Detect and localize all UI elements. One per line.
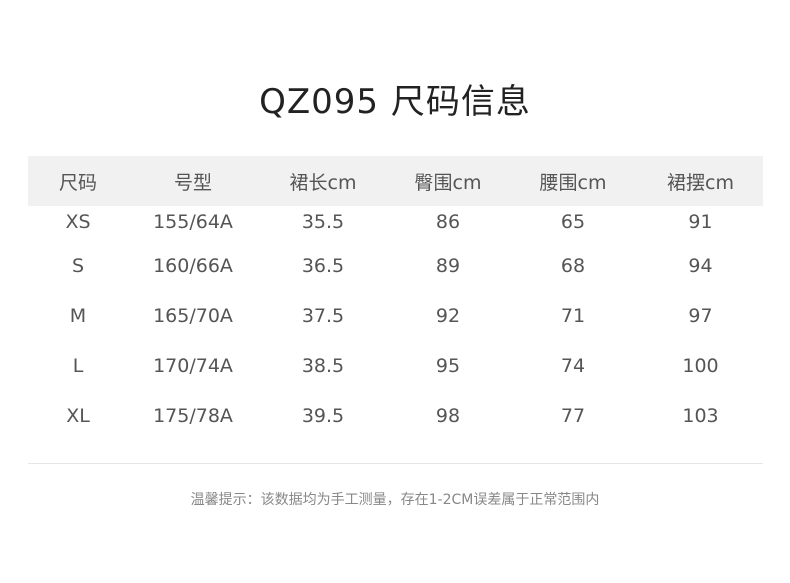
table-row: XL 175/78A 39.5 98 77 103: [28, 404, 763, 428]
table-row: XS 155/64A 35.5 86 65 91: [28, 210, 763, 234]
measurement-note: 温馨提示：该数据均为手工测量，存在1-2CM误差属于正常范围内: [190, 492, 600, 508]
table-cell: 170/74A: [153, 355, 233, 377]
table-cell: 37.5: [301, 305, 345, 327]
table-cell: 160/66A: [153, 255, 233, 277]
table-header: 尺码 号型 裙长cm 臀围cm 腰围cm 裙摆cm: [28, 156, 763, 206]
table-cell: 71: [560, 305, 586, 327]
table-cell: 155/64A: [153, 211, 233, 233]
table-cell: 97: [688, 305, 713, 327]
table-cell: 39.5: [301, 405, 345, 427]
table-cell: XL: [66, 405, 90, 427]
table-cell: 74: [560, 355, 586, 377]
table-cell: 65: [560, 211, 586, 233]
table-cell: XS: [65, 211, 91, 233]
table-cell: 98: [435, 405, 461, 427]
table-cell: 35.5: [301, 211, 345, 233]
header-cell: 号型: [173, 171, 212, 194]
header-cell: 腰围cm: [539, 171, 607, 194]
header-cell: 裙长cm: [289, 171, 357, 194]
table-cell: 77: [560, 405, 586, 427]
size-table: 尺码 号型 裙长cm 臀围cm 腰围cm 裙摆cm XS 155/64A 35.5 8…: [28, 156, 763, 427]
table-row: L 170/74A 38.5 95 74 100: [28, 354, 763, 378]
header-cell: 裙摆cm: [667, 171, 734, 194]
header-cell: 尺码: [58, 171, 97, 194]
table-cell: 38.5: [301, 355, 345, 377]
table-cell: 165/70A: [153, 305, 233, 327]
table-row: M 165/70A 37.5 92 71 97: [28, 304, 763, 328]
table-cell: S: [71, 255, 85, 277]
table-cell: 68: [560, 255, 586, 277]
table-cell: 94: [688, 255, 713, 277]
table-cell: 36.5: [301, 255, 345, 277]
table-row: S 160/66A 36.5 89 68 94: [28, 254, 763, 278]
table-cell: 175/78A: [153, 405, 233, 427]
header-cell: 臀围cm: [414, 171, 482, 194]
table-cell: 89: [435, 255, 461, 277]
table-cell: L: [72, 355, 84, 377]
table-cell: M: [69, 305, 87, 327]
table-cell: 103: [682, 405, 719, 427]
table-cell: 86: [435, 211, 461, 233]
table-cell: 91: [688, 211, 713, 233]
table-cell: 100: [682, 355, 719, 377]
table-cell: 92: [435, 305, 461, 327]
page-title: QZ095 尺码信息: [259, 82, 531, 122]
table-cell: 95: [435, 355, 461, 377]
divider: [28, 463, 763, 464]
